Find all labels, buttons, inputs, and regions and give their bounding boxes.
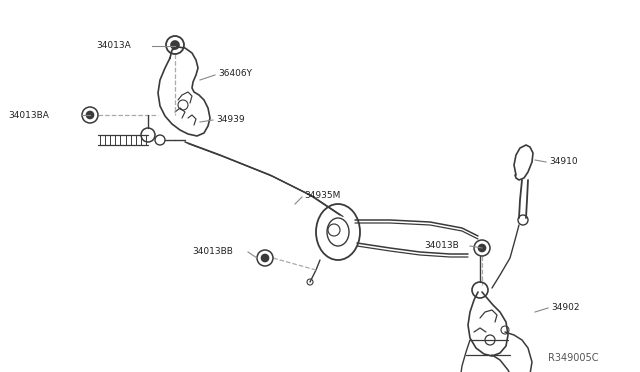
Text: 34902: 34902: [551, 304, 579, 312]
Text: 34013A: 34013A: [96, 42, 131, 51]
Text: 34013BA: 34013BA: [8, 110, 49, 119]
Text: 34013B: 34013B: [424, 241, 459, 250]
Circle shape: [479, 244, 486, 251]
Text: 34939: 34939: [216, 115, 244, 124]
Circle shape: [262, 254, 269, 262]
Text: 34935M: 34935M: [304, 192, 340, 201]
Text: 36406Y: 36406Y: [218, 70, 252, 78]
Text: R349005C: R349005C: [548, 353, 598, 363]
Text: 34013BB: 34013BB: [192, 247, 233, 257]
Circle shape: [171, 41, 179, 49]
Circle shape: [86, 112, 93, 119]
Text: 34910: 34910: [549, 157, 578, 167]
